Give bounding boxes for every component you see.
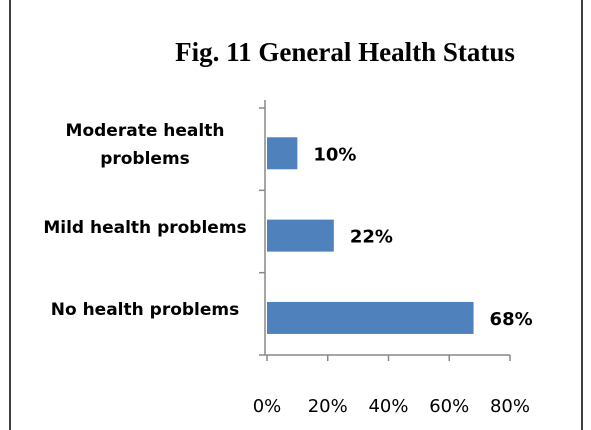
y-tick-label: No health problems — [50, 299, 240, 320]
x-tick-label: 20% — [308, 396, 348, 417]
value-label: 10% — [313, 144, 356, 165]
x-tick-label: 60% — [429, 396, 469, 417]
x-tick-label: 80% — [490, 396, 530, 417]
value-label: 68% — [490, 309, 533, 330]
y-tick-label: Moderate health problems — [65, 121, 225, 170]
bar — [267, 137, 298, 170]
bar — [267, 219, 334, 252]
chart-title: Fig. 11 General Health Status — [175, 37, 515, 67]
y-tick-label: Mild health problems — [43, 217, 247, 238]
x-tick-label: 40% — [368, 396, 408, 417]
x-tick-label: 0% — [253, 396, 282, 417]
value-label: 22% — [350, 227, 393, 248]
bar — [267, 301, 474, 334]
